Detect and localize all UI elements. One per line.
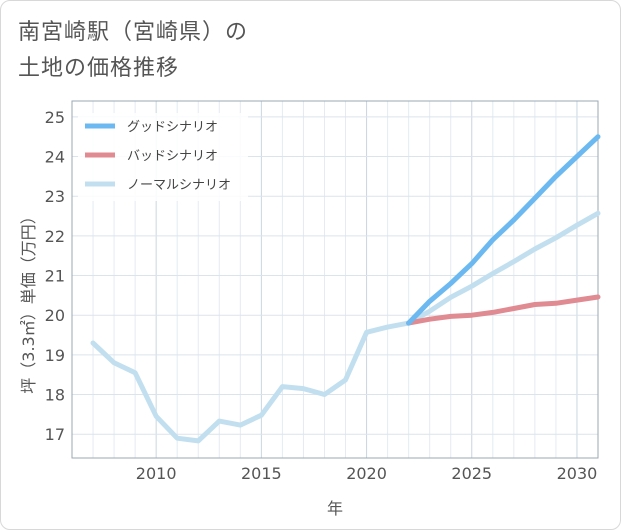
x-tick-label: 2010 xyxy=(136,464,177,483)
y-tick-label: 18 xyxy=(45,386,65,405)
x-tick-label: 2020 xyxy=(346,464,387,483)
y-tick-label: 17 xyxy=(45,425,65,444)
series-line-normal xyxy=(90,210,601,444)
title-line-2: 土地の価格推移 xyxy=(18,56,180,81)
legend-label: ノーマルシナリオ xyxy=(127,178,231,193)
x-tick-label: 2025 xyxy=(451,464,492,483)
series-line-good xyxy=(406,134,601,326)
series-line-bad xyxy=(406,294,601,326)
y-tick-label: 20 xyxy=(45,306,65,325)
y-tick-label: 23 xyxy=(45,187,65,206)
y-tick-label: 25 xyxy=(45,108,65,127)
tick-labels: 17 18 19 20 21 22 23 24 25 2010 2015 2020 2025 2030 xyxy=(45,108,598,483)
y-tick-label: 24 xyxy=(45,148,65,167)
page-title: 南宮崎駅（宮崎県）の 土地の価格推移 xyxy=(18,15,248,87)
plot-area-border xyxy=(71,100,599,459)
x-tick-label: 2030 xyxy=(557,464,598,483)
y-axis-label: 坪（3.3㎡）単価（万円） xyxy=(19,208,38,393)
title-line-1: 南宮崎駅（宮崎県）の xyxy=(18,20,249,45)
legend-label: グッドシナリオ xyxy=(127,120,218,135)
x-axis-label: 年 xyxy=(327,499,343,518)
y-tick-label: 21 xyxy=(45,267,65,286)
y-tick-label: 22 xyxy=(45,227,65,246)
legend-label: バッドシナリオ xyxy=(127,149,218,164)
y-tick-label: 19 xyxy=(45,346,65,365)
x-tick-label: 2015 xyxy=(241,464,282,483)
series-layer xyxy=(90,134,601,444)
